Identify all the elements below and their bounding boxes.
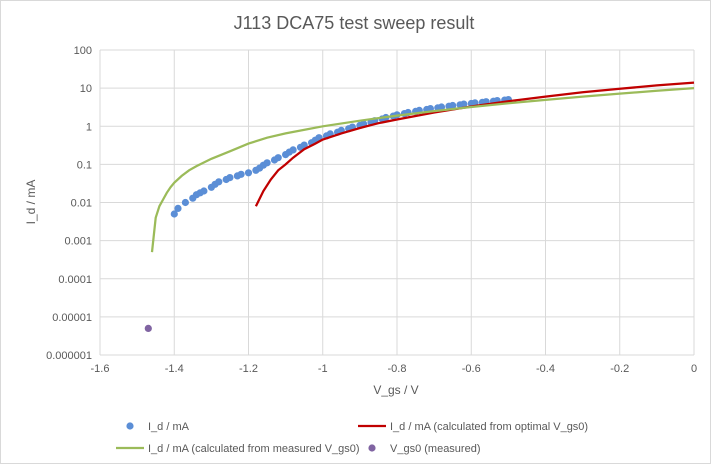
- series-line-2: [150, 86, 695, 253]
- data-point: [300, 141, 308, 149]
- legend-label: I_d / mA: [148, 421, 190, 433]
- data-point: [274, 154, 282, 162]
- legend-entry-3: V_gs0 (measured): [368, 443, 481, 455]
- data-point: [215, 178, 223, 186]
- x-tick-label: -0.8: [388, 363, 407, 375]
- y-tick-label: 0.0001: [58, 274, 92, 286]
- legend-marker-swatch: [126, 422, 134, 430]
- plot-area: [144, 81, 695, 332]
- x-tick-label: -0.2: [610, 363, 629, 375]
- x-axis-title: V_gs / V: [373, 383, 418, 397]
- y-tick-label: 0.000001: [46, 350, 92, 362]
- series-2: [150, 86, 695, 253]
- data-point: [263, 159, 271, 167]
- data-point: [226, 174, 234, 182]
- x-tick-label: -0.6: [462, 363, 481, 375]
- y-tick-label: 0.01: [71, 198, 92, 210]
- data-point: [437, 103, 446, 111]
- y-tick-label: 0.1: [77, 159, 92, 171]
- legend-entry-1: I_d / mA (calculated from optimal V_gs0): [358, 421, 588, 433]
- y-tick-label: 10: [80, 83, 92, 95]
- series-line-1: [254, 81, 695, 207]
- grid: [99, 49, 695, 356]
- x-tick-label: -1: [318, 363, 328, 375]
- data-point: [170, 210, 178, 218]
- legend-label: V_gs0 (measured): [390, 443, 481, 455]
- legend-entry-2: I_d / mA (calculated from measured V_gs0…: [116, 443, 360, 455]
- data-point: [244, 169, 253, 177]
- data-point: [289, 146, 297, 154]
- legend-label: I_d / mA (calculated from measured V_gs0…: [148, 443, 360, 455]
- x-tick-label: -1.4: [165, 363, 184, 375]
- data-point: [237, 170, 245, 178]
- x-tick-label: 0: [691, 363, 697, 375]
- legend-label: I_d / mA (calculated from optimal V_gs0): [390, 421, 588, 433]
- x-tick-label: -0.4: [536, 363, 555, 375]
- tick-labels: 1001010.10.010.0010.00010.000010.000001-…: [46, 45, 697, 375]
- x-tick-label: -1.6: [91, 363, 110, 375]
- data-point: [460, 100, 468, 108]
- data-point: [144, 324, 152, 332]
- legend-entry-0: I_d / mA: [126, 421, 190, 433]
- series-1: [254, 81, 695, 207]
- y-tick-label: 0.00001: [52, 312, 92, 324]
- x-tick-label: -1.2: [239, 363, 258, 375]
- legend-marker-swatch: [368, 444, 376, 452]
- legend: I_d / mA I_d / mA (calculated from optima…: [116, 421, 588, 455]
- series-3: [144, 324, 152, 332]
- y-tick-label: 100: [74, 45, 92, 57]
- chart-title: J113 DCA75 test sweep result: [234, 13, 475, 33]
- y-tick-label: 1: [86, 121, 92, 133]
- data-point: [449, 101, 457, 110]
- data-point: [181, 198, 189, 207]
- y-axis-title: I_d / mA: [24, 180, 38, 225]
- data-point: [174, 204, 182, 212]
- series-0: [170, 96, 512, 218]
- y-tick-label: 0.001: [64, 236, 92, 248]
- data-point: [200, 187, 208, 195]
